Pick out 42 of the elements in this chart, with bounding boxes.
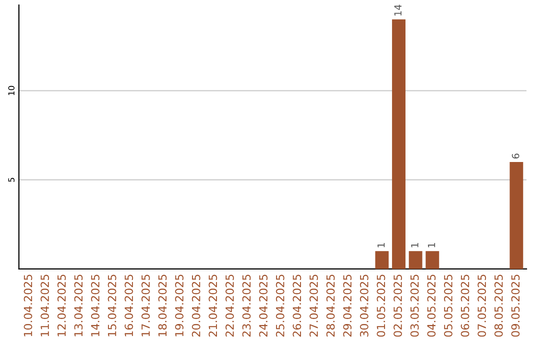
bar xyxy=(375,251,389,269)
x-tick-label: 05.05.2025 xyxy=(444,274,452,337)
y-tick-label: 10 xyxy=(8,86,15,96)
bar xyxy=(426,251,440,269)
x-tick-label: 08.05.2025 xyxy=(494,274,503,337)
bar xyxy=(392,19,406,269)
x-tick-label: 25.04.2025 xyxy=(276,274,284,337)
x-tick-label: 27.04.2025 xyxy=(310,274,318,337)
x-tick-label: 17.04.2025 xyxy=(141,274,150,336)
x-tick-label: 04.05.2025 xyxy=(427,274,436,337)
x-tick-label: 10.04.2025 xyxy=(24,274,32,336)
x-tick-label: 30.04.2025 xyxy=(360,274,368,337)
bar xyxy=(408,251,422,269)
x-tick-label: 09.05.2025 xyxy=(511,274,520,337)
x-tick-label: 15.04.2025 xyxy=(108,274,116,336)
x-tick-label: 16.04.2025 xyxy=(124,274,134,336)
x-tick-label: 13.04.2025 xyxy=(74,274,83,336)
x-tick-label: 18.04.2025 xyxy=(158,274,167,336)
data-label: 1 xyxy=(411,243,418,248)
x-tick-label: 20.04.2025 xyxy=(192,274,200,337)
x-tick-label: 06.05.2025 xyxy=(460,274,470,337)
x-tick-label: 14.04.2025 xyxy=(91,274,100,336)
y-tick-label: 5 xyxy=(8,178,15,182)
x-tick-label: 24.04.2025 xyxy=(259,274,268,337)
x-tick-label: 12.04.2025 xyxy=(57,274,66,336)
data-label: 14 xyxy=(394,4,402,16)
x-tick-label: 03.05.2025 xyxy=(410,274,419,337)
x-tick-label: 23.04.2025 xyxy=(242,274,251,337)
x-tick-label: 21.04.2025 xyxy=(208,274,218,337)
data-label: 1 xyxy=(428,243,436,248)
x-tick-label: 29.04.2025 xyxy=(343,274,352,337)
x-tick-label: 26.04.2025 xyxy=(292,274,302,337)
bar xyxy=(510,162,524,269)
x-tick-label: 11.04.2025 xyxy=(40,274,50,336)
x-tick-label: 07.05.2025 xyxy=(478,274,486,337)
data-label: 1 xyxy=(378,243,385,248)
x-tick-label: 02.05.2025 xyxy=(394,274,402,337)
x-tick-label: 19.04.2025 xyxy=(175,274,184,336)
x-tick-label: 01.05.2025 xyxy=(376,274,386,337)
data-label: 6 xyxy=(512,154,520,159)
x-tick-label: 28.04.2025 xyxy=(326,274,335,337)
x-tick-label: 22.04.2025 xyxy=(226,274,234,337)
